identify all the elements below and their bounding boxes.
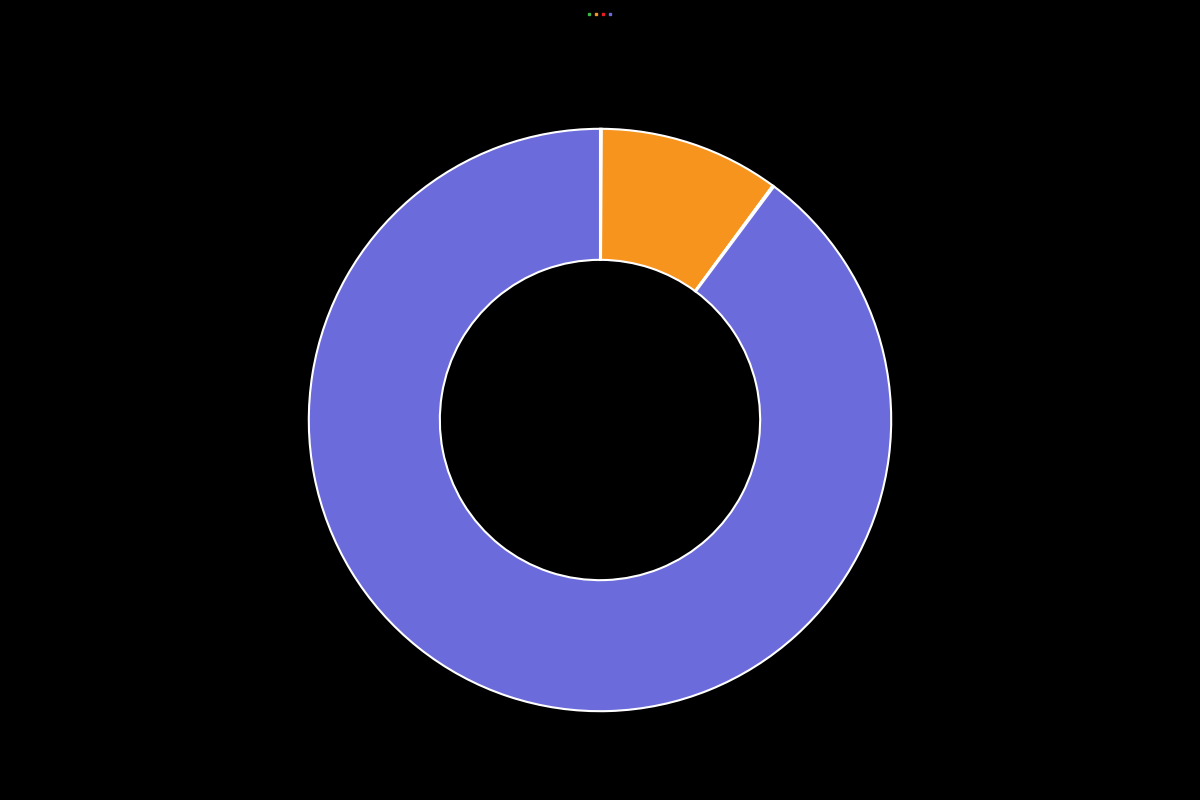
Wedge shape [600, 129, 602, 260]
Wedge shape [308, 129, 892, 711]
Wedge shape [695, 186, 774, 292]
Legend: , , , : , , , [587, 13, 613, 15]
Wedge shape [601, 129, 773, 291]
